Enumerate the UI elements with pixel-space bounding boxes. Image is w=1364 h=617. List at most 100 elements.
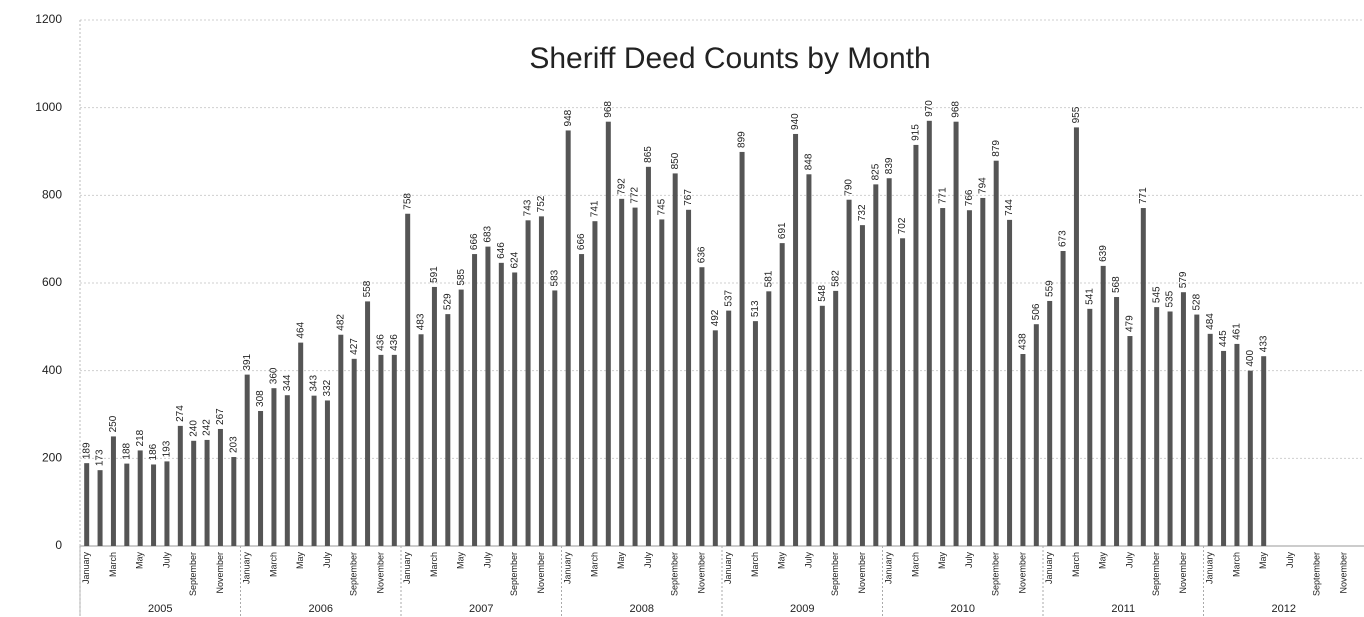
value-label: 792 bbox=[616, 178, 627, 195]
bar bbox=[940, 208, 946, 547]
x-tick-label: September bbox=[349, 552, 359, 596]
value-label: 506 bbox=[1031, 303, 1042, 320]
value-label: 794 bbox=[977, 177, 988, 194]
value-label: 955 bbox=[1071, 106, 1082, 123]
value-label: 636 bbox=[697, 246, 708, 263]
value-label: 771 bbox=[1138, 187, 1149, 204]
bar bbox=[324, 400, 330, 546]
x-tick-label: November bbox=[215, 552, 225, 594]
bar bbox=[1007, 219, 1013, 546]
group-label: 2010 bbox=[951, 603, 975, 615]
y-tick-label: 1000 bbox=[35, 100, 62, 114]
bar bbox=[124, 463, 130, 546]
value-label: 741 bbox=[590, 200, 601, 217]
x-tick-label: July bbox=[1285, 552, 1295, 569]
value-label: 559 bbox=[1044, 280, 1055, 297]
value-label: 492 bbox=[710, 309, 721, 326]
value-label: 766 bbox=[964, 189, 975, 206]
value-label: 772 bbox=[630, 186, 641, 203]
bar bbox=[712, 330, 718, 546]
bar bbox=[204, 439, 210, 546]
value-label: 173 bbox=[95, 449, 106, 466]
bar bbox=[298, 342, 304, 546]
x-tick-label: January bbox=[1044, 552, 1054, 585]
value-label: 541 bbox=[1084, 288, 1095, 305]
bar bbox=[819, 305, 825, 546]
bar bbox=[1207, 333, 1213, 546]
bar bbox=[151, 464, 157, 546]
value-label: 948 bbox=[563, 109, 574, 126]
bar bbox=[913, 144, 919, 547]
bar bbox=[1194, 314, 1200, 546]
value-label: 438 bbox=[1018, 333, 1029, 350]
chart-title: Sheriff Deed Counts by Month bbox=[529, 42, 930, 75]
bar bbox=[391, 354, 397, 546]
bar bbox=[217, 428, 223, 546]
x-tick-label: March bbox=[910, 552, 920, 577]
bar bbox=[231, 457, 237, 546]
bar bbox=[793, 133, 799, 546]
value-label: 745 bbox=[656, 198, 667, 215]
x-tick-label: November bbox=[1338, 552, 1348, 594]
bar bbox=[378, 354, 384, 546]
value-label: 767 bbox=[683, 189, 694, 206]
value-label: 940 bbox=[790, 113, 801, 130]
y-tick-label: 600 bbox=[42, 275, 62, 289]
value-label: 548 bbox=[817, 285, 828, 302]
value-label: 970 bbox=[924, 100, 935, 117]
value-label: 850 bbox=[670, 152, 681, 169]
x-tick-label: March bbox=[750, 552, 760, 577]
bar bbox=[846, 199, 852, 546]
value-label: 203 bbox=[228, 436, 239, 453]
x-tick-label: September bbox=[509, 552, 519, 596]
bar bbox=[84, 463, 90, 546]
value-label: 482 bbox=[335, 314, 346, 331]
value-label: 639 bbox=[1098, 245, 1109, 262]
bar bbox=[1154, 307, 1160, 546]
value-label: 461 bbox=[1232, 323, 1243, 340]
x-tick-label: March bbox=[268, 552, 278, 577]
x-tick-label: January bbox=[242, 552, 252, 585]
value-label: 436 bbox=[389, 334, 400, 351]
bar bbox=[137, 450, 143, 546]
x-tick-label: May bbox=[616, 552, 626, 570]
bar bbox=[405, 213, 411, 546]
bar bbox=[886, 178, 892, 546]
x-tick-label: September bbox=[670, 552, 680, 596]
x-tick-label: January bbox=[723, 552, 733, 585]
value-label: 343 bbox=[309, 375, 320, 392]
bar bbox=[993, 160, 999, 546]
value-label: 666 bbox=[576, 233, 587, 250]
value-label: 579 bbox=[1178, 271, 1189, 288]
value-label: 400 bbox=[1245, 350, 1256, 367]
bar bbox=[525, 220, 531, 546]
bar bbox=[619, 198, 625, 546]
bar bbox=[1247, 370, 1253, 546]
bar bbox=[191, 440, 197, 546]
bar bbox=[1047, 300, 1053, 546]
bar bbox=[418, 334, 424, 546]
bar bbox=[686, 209, 692, 546]
bar bbox=[271, 388, 277, 546]
x-tick-label: January bbox=[563, 552, 573, 585]
x-tick-label: January bbox=[1205, 552, 1215, 585]
bar bbox=[97, 470, 103, 546]
x-tick-label: September bbox=[188, 552, 198, 596]
bar bbox=[1234, 343, 1240, 546]
bar bbox=[1020, 354, 1026, 546]
group-label: 2009 bbox=[790, 603, 814, 615]
x-tick-label: July bbox=[803, 552, 813, 569]
y-tick-label: 400 bbox=[42, 363, 62, 377]
bar bbox=[177, 425, 183, 546]
x-tick-label: July bbox=[964, 552, 974, 569]
bar bbox=[485, 246, 491, 546]
bar bbox=[311, 395, 317, 546]
bar bbox=[579, 254, 585, 546]
bar bbox=[966, 210, 972, 546]
value-label: 732 bbox=[857, 204, 868, 221]
bar bbox=[284, 395, 290, 546]
value-label: 585 bbox=[456, 268, 467, 285]
value-label: 218 bbox=[135, 429, 146, 446]
